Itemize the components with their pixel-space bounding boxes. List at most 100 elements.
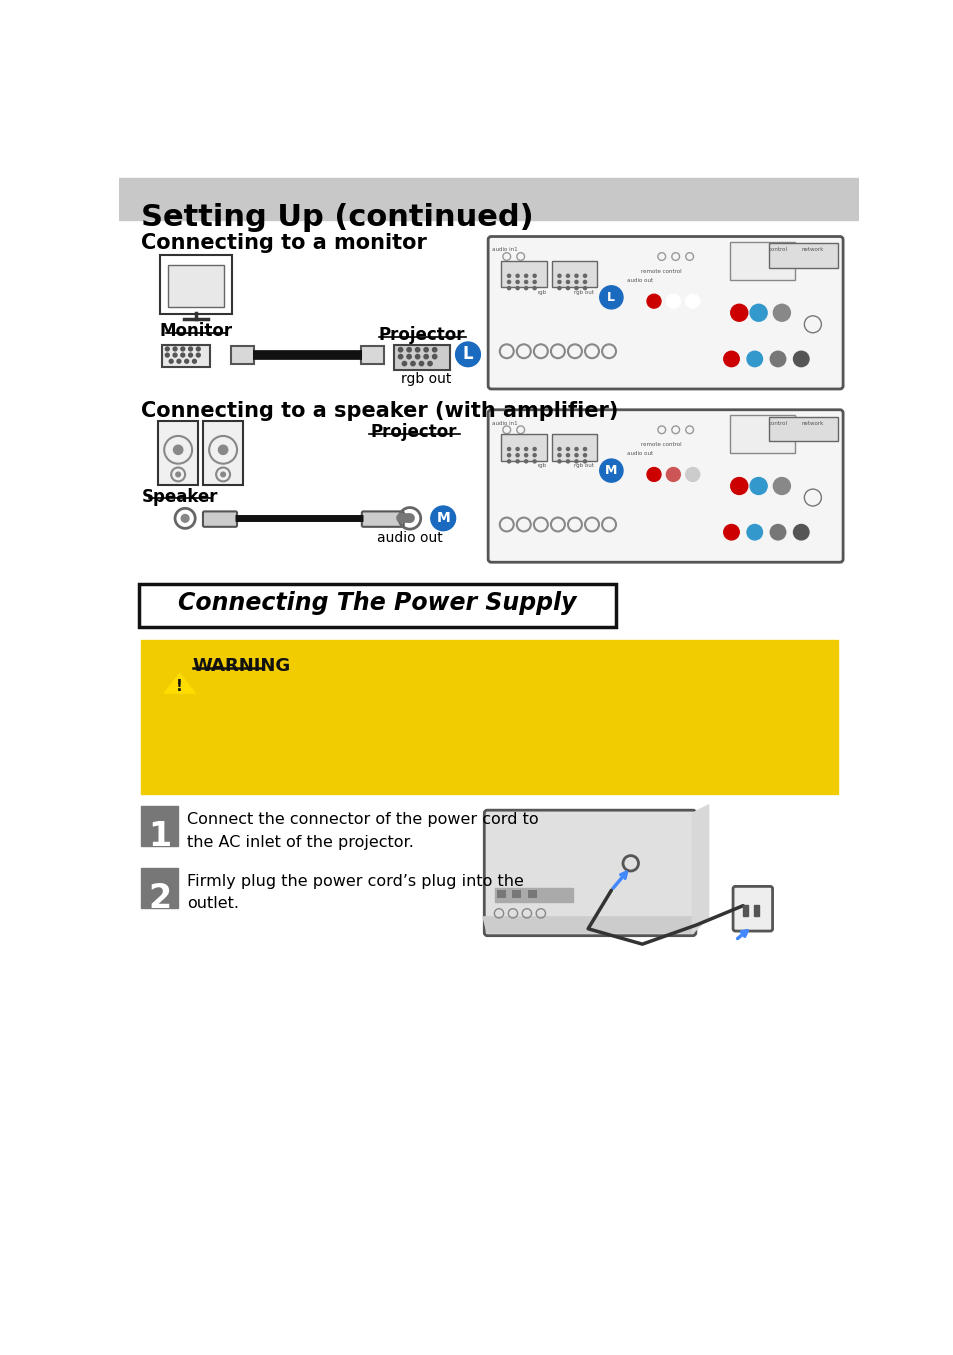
Circle shape <box>749 477 766 495</box>
Circle shape <box>575 274 578 278</box>
Circle shape <box>507 286 510 290</box>
Circle shape <box>533 459 536 463</box>
Circle shape <box>749 305 766 321</box>
Text: rgb out: rgb out <box>400 373 451 386</box>
Circle shape <box>407 355 411 359</box>
Circle shape <box>524 286 527 290</box>
Text: Connecting to a monitor: Connecting to a monitor <box>141 233 426 253</box>
Circle shape <box>516 280 518 283</box>
Circle shape <box>507 274 510 278</box>
Circle shape <box>419 362 423 366</box>
Circle shape <box>456 341 480 367</box>
Polygon shape <box>483 917 707 932</box>
Circle shape <box>172 347 177 351</box>
Circle shape <box>189 347 193 351</box>
Circle shape <box>189 354 193 356</box>
Circle shape <box>423 355 428 359</box>
Bar <box>512 890 521 898</box>
Bar <box>168 266 224 308</box>
FancyBboxPatch shape <box>360 346 384 364</box>
Circle shape <box>516 459 518 463</box>
Polygon shape <box>166 675 193 692</box>
Text: rgb out: rgb out <box>574 463 594 467</box>
Circle shape <box>524 447 527 451</box>
Circle shape <box>524 454 527 457</box>
Circle shape <box>583 280 586 283</box>
Circle shape <box>558 447 560 451</box>
Circle shape <box>558 274 560 278</box>
Circle shape <box>516 274 518 278</box>
Text: Monitor: Monitor <box>159 322 233 340</box>
Circle shape <box>218 446 228 454</box>
Circle shape <box>723 524 739 539</box>
FancyBboxPatch shape <box>768 417 837 442</box>
Circle shape <box>193 359 196 363</box>
Polygon shape <box>692 806 707 932</box>
Circle shape <box>685 294 699 308</box>
Circle shape <box>746 524 761 539</box>
Circle shape <box>398 355 402 359</box>
Circle shape <box>196 347 200 351</box>
Text: 1: 1 <box>148 820 171 854</box>
Text: L: L <box>607 291 615 304</box>
FancyBboxPatch shape <box>203 511 236 527</box>
Bar <box>497 890 505 898</box>
Circle shape <box>516 447 518 451</box>
Circle shape <box>181 354 185 356</box>
Bar <box>527 890 537 898</box>
Bar <box>141 869 178 908</box>
Circle shape <box>169 359 172 363</box>
Text: audio out: audio out <box>376 531 442 546</box>
FancyBboxPatch shape <box>158 420 198 485</box>
Circle shape <box>769 524 785 539</box>
Circle shape <box>165 354 169 356</box>
Bar <box>753 905 758 916</box>
Circle shape <box>746 351 761 367</box>
Circle shape <box>185 359 189 363</box>
Circle shape <box>507 280 510 283</box>
FancyBboxPatch shape <box>160 255 232 314</box>
Circle shape <box>558 280 560 283</box>
Circle shape <box>583 274 586 278</box>
Circle shape <box>685 467 699 481</box>
Circle shape <box>575 454 578 457</box>
Circle shape <box>533 274 536 278</box>
Circle shape <box>558 454 560 457</box>
Circle shape <box>773 305 790 321</box>
Bar <box>394 346 450 370</box>
Circle shape <box>427 362 432 366</box>
Circle shape <box>406 515 414 522</box>
Circle shape <box>769 351 785 367</box>
Circle shape <box>533 454 536 457</box>
Circle shape <box>415 355 419 359</box>
Circle shape <box>558 459 560 463</box>
Circle shape <box>407 347 411 352</box>
Text: Projector: Projector <box>377 325 464 344</box>
Text: Projector: Projector <box>370 423 456 440</box>
Circle shape <box>507 447 510 451</box>
Circle shape <box>575 447 578 451</box>
Circle shape <box>599 286 622 309</box>
Text: rgb: rgb <box>537 463 546 467</box>
Text: control: control <box>768 248 786 252</box>
Circle shape <box>533 447 536 451</box>
Text: network: network <box>801 248 823 252</box>
Text: Connecting to a speaker (with amplifier): Connecting to a speaker (with amplifier) <box>141 401 618 421</box>
Circle shape <box>181 347 185 351</box>
Circle shape <box>583 447 586 451</box>
Circle shape <box>566 447 569 451</box>
Text: Connecting The Power Supply: Connecting The Power Supply <box>178 591 576 615</box>
FancyBboxPatch shape <box>231 346 253 364</box>
Text: M: M <box>436 511 450 526</box>
Text: remote control: remote control <box>640 442 681 447</box>
Text: Setting Up (continued): Setting Up (continued) <box>141 203 533 232</box>
Circle shape <box>566 274 569 278</box>
Circle shape <box>566 286 569 290</box>
Circle shape <box>507 454 510 457</box>
Circle shape <box>175 472 180 477</box>
FancyBboxPatch shape <box>551 435 597 461</box>
Circle shape <box>196 354 200 356</box>
FancyBboxPatch shape <box>488 237 842 389</box>
Circle shape <box>583 454 586 457</box>
Circle shape <box>558 286 560 290</box>
